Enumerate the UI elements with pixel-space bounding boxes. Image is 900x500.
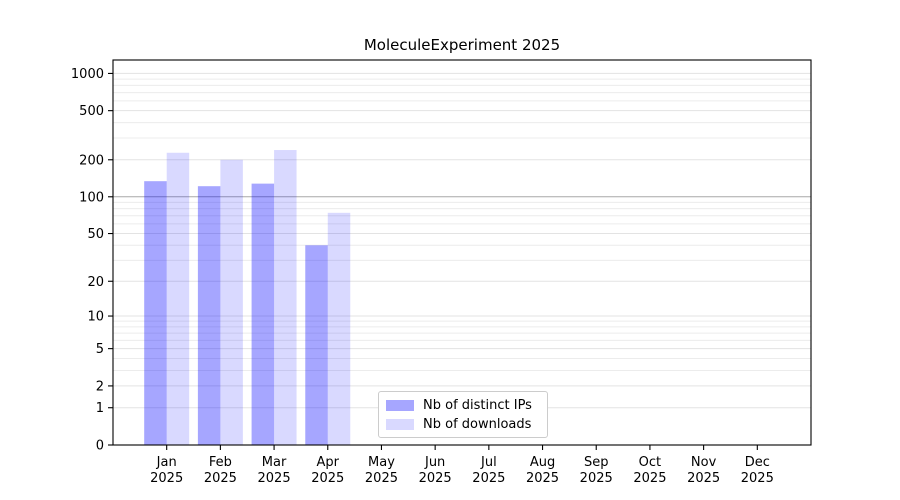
- y-tick-label: 10: [87, 310, 104, 325]
- x-tick-label-year: 2025: [526, 471, 559, 486]
- y-tick-label: 2: [96, 379, 104, 394]
- x-tick-label-month: Apr: [317, 455, 340, 470]
- bar-ips-jan: [144, 181, 167, 445]
- y-tick-label: 500: [79, 104, 104, 119]
- x-tick-label-month: Dec: [745, 455, 770, 470]
- bar-ips-feb: [197, 186, 221, 446]
- x-tick-label-month: Aug: [530, 455, 555, 470]
- y-tick-label: 5: [96, 342, 104, 357]
- legend-label-downloads: Nb of downloads: [423, 416, 532, 432]
- chart-title: MoleculeExperiment 2025: [363, 36, 561, 54]
- y-tick-label: 1: [96, 401, 104, 416]
- bar-downloads-mar: [274, 150, 297, 445]
- x-tick-label-year: 2025: [472, 471, 505, 486]
- bar-downloads-apr: [327, 212, 351, 445]
- bar-downloads-jan: [166, 152, 190, 446]
- x-tick-label-year: 2025: [204, 471, 237, 486]
- x-tick-label-year: 2025: [365, 471, 398, 486]
- legend-swatch-downloads: [386, 418, 414, 430]
- x-tick-label-year: 2025: [633, 471, 666, 486]
- x-tick-label-month: Jun: [424, 455, 445, 470]
- bar-ips-apr: [305, 245, 328, 445]
- x-tick-label-month: Feb: [209, 455, 232, 470]
- y-tick-label: 0: [96, 439, 104, 454]
- x-tick-label-year: 2025: [580, 471, 613, 486]
- legend: Nb of distinct IPs Nb of downloads: [378, 391, 548, 438]
- x-tick-label-year: 2025: [741, 471, 774, 486]
- x-tick-label-month: Mar: [262, 455, 287, 470]
- x-tick-label-month: Oct: [639, 455, 661, 470]
- x-tick-label-year: 2025: [419, 471, 452, 486]
- y-tick-label: 100: [79, 190, 104, 205]
- x-tick-label-month: Jul: [480, 455, 497, 470]
- x-tick-label-month: Nov: [691, 455, 717, 470]
- y-tick-label: 1000: [71, 67, 104, 82]
- x-tick-label-year: 2025: [311, 471, 344, 486]
- y-tick-label: 20: [87, 275, 104, 290]
- legend-swatch-distinct-ips: [386, 399, 414, 411]
- x-tick-label-year: 2025: [258, 471, 291, 486]
- x-tick-label-month: Sep: [584, 455, 609, 470]
- x-tick-label-year: 2025: [687, 471, 720, 486]
- legend-item-distinct-ips: Nb of distinct IPs: [386, 397, 538, 413]
- plot-border: [112, 59, 812, 446]
- bar-downloads-feb: [220, 159, 243, 445]
- legend-item-downloads: Nb of downloads: [386, 416, 538, 432]
- legend-label-distinct-ips: Nb of distinct IPs: [423, 397, 532, 413]
- y-tick-label: 200: [79, 153, 104, 168]
- y-tick-label: 50: [87, 227, 104, 242]
- x-tick-label-month: Jan: [156, 455, 177, 470]
- bar-ips-mar: [251, 183, 275, 445]
- x-tick-label-month: May: [368, 455, 395, 470]
- x-tick-label-year: 2025: [150, 471, 183, 486]
